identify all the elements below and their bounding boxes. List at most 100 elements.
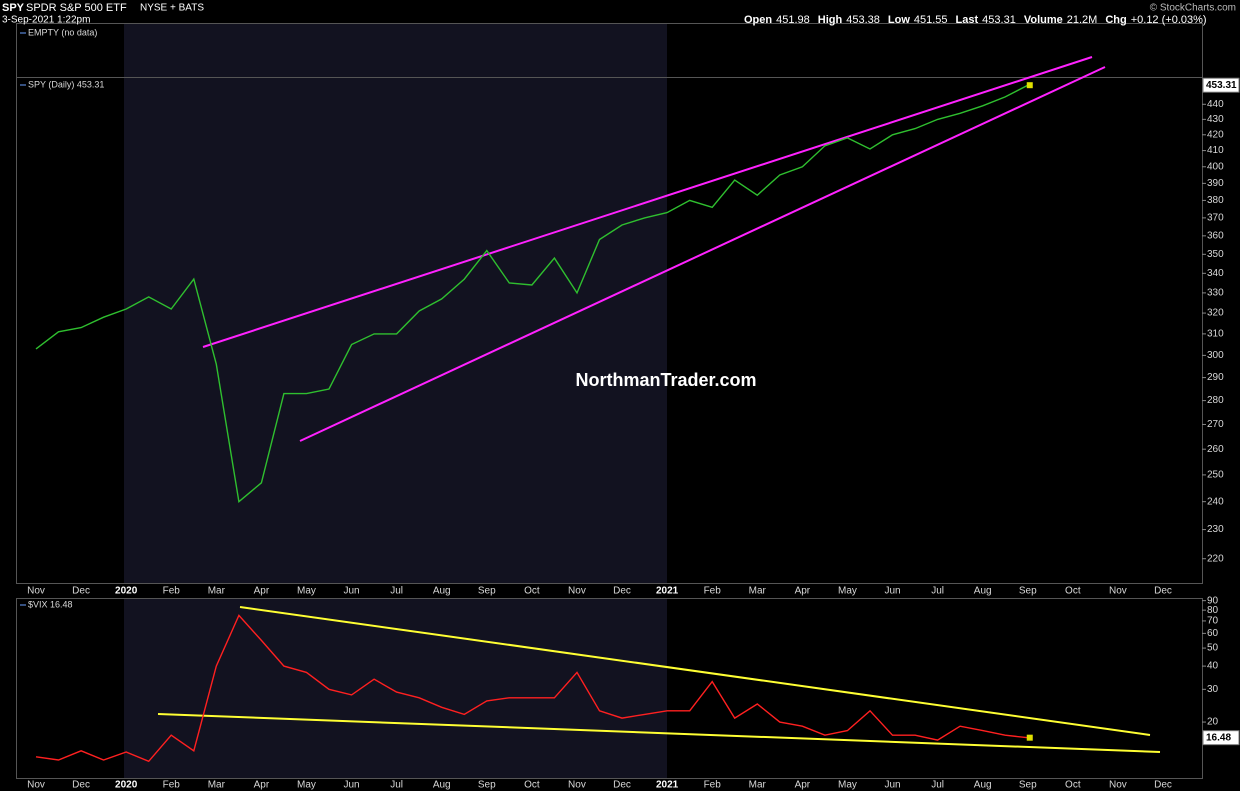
y-tick-label: 20 (1207, 717, 1219, 728)
x-tick-label: Mar (208, 586, 226, 597)
vix-lower (157, 713, 1161, 753)
quote-label: High (818, 14, 843, 26)
y-tick-label: 350 (1207, 249, 1224, 260)
vix-panel-frame (16, 598, 1203, 779)
quote-value: 21.2M (1067, 14, 1098, 26)
price-tag (1202, 730, 1240, 746)
watermark: NorthmanTrader.com (575, 370, 756, 390)
y-tick-label: 50 (1207, 643, 1219, 654)
y-tick-label: 90 (1207, 595, 1219, 606)
quote-bar: Open 451.98 High 453.38 Low 451.55 Last 453.31 V… (744, 14, 1207, 26)
x-tick-label: Sep (478, 780, 496, 791)
security-name: SPDR S&P 500 ETF (26, 2, 127, 14)
price-tag (1202, 77, 1240, 93)
price-panel-frame (16, 23, 1203, 584)
x-tick-label: Oct (1065, 780, 1081, 791)
quote-value: 451.98 (776, 14, 810, 26)
y-tick-label: 80 (1207, 605, 1219, 616)
x-tick-label: Jul (390, 780, 403, 791)
y-tick-label: 440 (1207, 99, 1224, 110)
timestamp: 3-Sep-2021 1:22pm (2, 15, 90, 26)
x-tick-label: Sep (1019, 586, 1037, 597)
x-tick-label: Mar (749, 586, 767, 597)
y-tick-label: 320 (1207, 308, 1224, 319)
year-shade (124, 23, 667, 583)
last-marker (1026, 82, 1033, 89)
quote-label: Volume (1024, 14, 1063, 26)
x-tick-label: Mar (208, 780, 226, 791)
y-tick-label: 240 (1207, 496, 1224, 507)
y-tick-label: 370 (1207, 213, 1224, 224)
quote-label: Open (744, 14, 772, 26)
y-tick-label: 220 (1207, 553, 1224, 564)
legend-label: $VIX 16.48 (28, 599, 73, 609)
y-tick-label: 60 (1207, 628, 1219, 639)
symbol: SPY (2, 2, 25, 14)
x-tick-label: Apr (795, 586, 811, 597)
x-tick-label: Oct (524, 780, 540, 791)
price-line (35, 84, 1029, 504)
x-tick-label: May (838, 780, 857, 791)
quote-value: 451.55 (914, 14, 948, 26)
x-tick-label: Dec (613, 586, 631, 597)
x-tick-label: Feb (163, 586, 181, 597)
x-tick-label: May (297, 586, 316, 597)
x-tick-label: Nov (1109, 586, 1127, 597)
y-tick-label: 330 (1207, 288, 1224, 299)
x-tick-label: Jul (390, 586, 403, 597)
price-tag-label: 453.31 (1206, 80, 1237, 91)
x-tick-label: Dec (1154, 780, 1172, 791)
x-tick-label: Feb (704, 780, 722, 791)
x-tick-label: Feb (704, 586, 722, 597)
x-tick-label: 2020 (115, 780, 138, 791)
vix-upper (239, 606, 1151, 736)
price-tag-label: 16.48 (1206, 732, 1231, 743)
y-tick-label: 340 (1207, 268, 1224, 279)
x-tick-label: Nov (27, 586, 45, 597)
x-tick-label: Sep (478, 586, 496, 597)
x-tick-label: Jun (343, 780, 359, 791)
y-tick-label: 260 (1207, 444, 1224, 455)
empty-panel-label: EMPTY (no data) (28, 27, 97, 37)
quote-value: +0.12 (+0.03%) (1131, 14, 1207, 26)
x-tick-label: Jun (343, 586, 359, 597)
x-tick-label: Dec (72, 780, 90, 791)
x-tick-label: Sep (1019, 780, 1037, 791)
y-tick-label: 380 (1207, 195, 1224, 206)
x-tick-label: Jul (931, 780, 944, 791)
y-tick-label: 250 (1207, 470, 1224, 481)
quote-value: 453.31 (982, 14, 1016, 26)
copyright: © StockCharts.com (1150, 3, 1236, 14)
x-tick-label: 2021 (656, 780, 679, 791)
x-tick-label: 2020 (115, 586, 138, 597)
y-tick-label: 40 (1207, 661, 1219, 672)
x-tick-label: Nov (568, 586, 586, 597)
wedge-lower (299, 66, 1106, 442)
exchange: NYSE + BATS (140, 3, 204, 14)
x-tick-label: Oct (1065, 586, 1081, 597)
y-tick-label: 300 (1207, 350, 1224, 361)
y-tick-label: 270 (1207, 419, 1224, 430)
x-tick-label: Nov (27, 780, 45, 791)
y-tick-label: 410 (1207, 145, 1224, 156)
x-tick-label: Jun (884, 586, 900, 597)
x-tick-label: May (838, 586, 857, 597)
x-tick-label: Oct (524, 586, 540, 597)
y-tick-label: 390 (1207, 178, 1224, 189)
y-tick-label: 400 (1207, 161, 1224, 172)
x-tick-label: May (297, 780, 316, 791)
y-tick-label: 420 (1207, 129, 1224, 140)
x-tick-label: Aug (974, 780, 992, 791)
y-tick-label: 280 (1207, 395, 1224, 406)
x-tick-label: Jun (884, 780, 900, 791)
x-tick-label: Aug (433, 780, 451, 791)
x-tick-label: Nov (1109, 780, 1127, 791)
x-tick-label: Dec (72, 586, 90, 597)
y-tick-label: 70 (1207, 616, 1219, 627)
y-tick-label: 30 (1207, 684, 1219, 695)
y-tick-label: 230 (1207, 524, 1224, 535)
legend-label: SPY (Daily) 453.31 (28, 79, 104, 89)
x-tick-label: 2021 (656, 586, 679, 597)
y-tick-label: 360 (1207, 230, 1224, 241)
